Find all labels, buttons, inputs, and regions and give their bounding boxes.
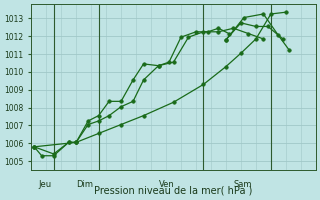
Text: Dim: Dim	[76, 180, 93, 189]
X-axis label: Pression niveau de la mer( hPa ): Pression niveau de la mer( hPa )	[94, 186, 253, 196]
Text: Sam: Sam	[233, 180, 252, 189]
Text: Jeu: Jeu	[39, 180, 52, 189]
Text: Ven: Ven	[158, 180, 174, 189]
